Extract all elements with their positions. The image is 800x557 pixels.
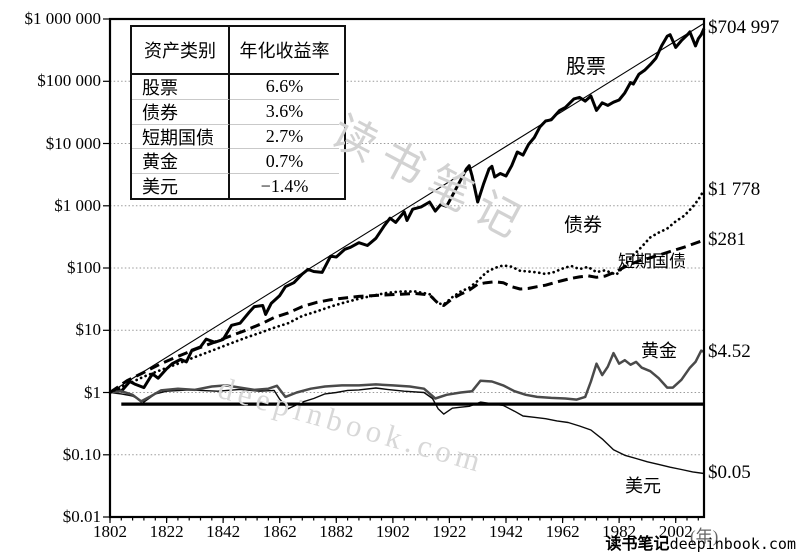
- page-credit: 读书笔记deepinbook.com: [606, 530, 796, 554]
- x-axis-tick-label: 1902: [375, 522, 410, 541]
- x-axis-tick-label: 1822: [149, 522, 184, 541]
- end-value-label-gold: $4.52: [708, 340, 751, 362]
- series-label-stocks: 股票: [566, 56, 606, 78]
- end-value-label-bonds: $1 778: [708, 179, 761, 201]
- credit-cjk: 读书笔记: [605, 536, 670, 553]
- x-axis-tick-label: 1922: [432, 522, 467, 541]
- table-row-bonds-value: 3.6%: [230, 100, 339, 125]
- series-label-gold: 黄金: [641, 341, 677, 361]
- x-axis-tick-label: 1882: [319, 522, 354, 541]
- series-label-bills: 短期国债: [618, 252, 686, 271]
- table-row-bills-value: 2.7%: [230, 125, 339, 150]
- table-row-gold-value: 0.7%: [230, 149, 339, 175]
- table-row-stocks-value: 6.6%: [230, 75, 339, 100]
- y-axis-tick-label: $1 000: [54, 195, 101, 215]
- x-axis-tick-label: 1942: [489, 522, 523, 541]
- y-axis-tick-label: $1: [84, 382, 101, 402]
- y-axis-tick-label: $10 000: [45, 133, 101, 153]
- x-axis-tick-label: 1982: [602, 522, 637, 541]
- x-axis-tick-label: 1962: [545, 522, 580, 541]
- table-row-bonds-name: 债券: [132, 99, 230, 125]
- y-axis-tick-label: $1 000 000: [24, 9, 102, 28]
- end-value-label-dollar: $0.05: [708, 462, 751, 484]
- end-value-label-stocks: $704 997: [708, 17, 780, 39]
- x-axis-unit-label: (年): [690, 527, 719, 546]
- y-axis-tick-label: $100 000: [37, 71, 101, 91]
- table-row-gold-name: 黄金: [132, 149, 230, 175]
- table-row-stocks-name: 股票: [132, 75, 230, 100]
- table-header-annual-return: 年化收益率: [230, 27, 339, 75]
- y-axis-tick-label: $0.01: [62, 507, 101, 526]
- table-row-dollar-value: −1.4%: [260, 175, 309, 196]
- y-axis-tick-label: $0.10: [62, 444, 101, 464]
- table-row-bills-name: 短期国债: [132, 124, 230, 150]
- table-row-dollar-name: 美元: [132, 174, 230, 198]
- x-axis-tick-label: 1862: [262, 522, 297, 541]
- y-axis-tick-label: $10: [75, 320, 102, 340]
- x-axis-tick-label: 2002: [658, 522, 693, 541]
- table-header-asset-class: 资产类别: [132, 27, 230, 75]
- end-value-label-bills: $281: [708, 229, 746, 251]
- series-label-dollar: 美元: [625, 476, 661, 496]
- x-axis-tick-label: 1842: [206, 522, 241, 541]
- series-label-bonds: 债券: [564, 215, 603, 236]
- annualized-return-table: 资产类别 年化收益率 股票 6.6% 债券 3.6% 短期国债 2.7% 黄金 …: [130, 25, 346, 200]
- y-axis-tick-label: $100: [67, 258, 101, 277]
- credit-site: deepinbook.com: [669, 535, 796, 553]
- x-axis-tick-label: 1802: [93, 522, 127, 541]
